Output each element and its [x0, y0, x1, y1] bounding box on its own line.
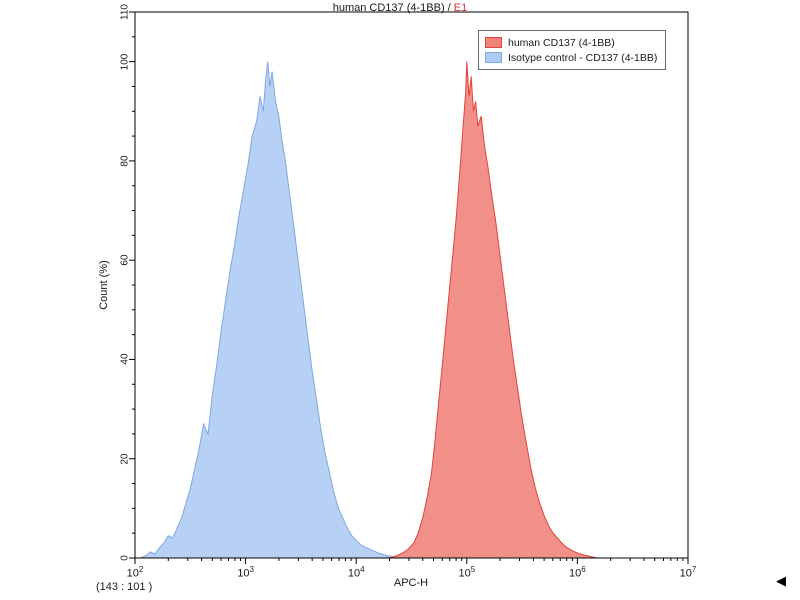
x-tick-label: 103: [237, 565, 254, 580]
x-tick-label: 104: [347, 565, 365, 580]
x-tick-label: 107: [679, 565, 697, 580]
y-tick-label: 0: [119, 555, 131, 561]
legend-swatch-red: [485, 37, 502, 48]
x-tick-label: 105: [458, 565, 476, 580]
triangle-left-icon: ◀: [776, 573, 786, 588]
x-axis-label: APC-H: [393, 577, 429, 589]
y-tick-label: 110: [119, 4, 131, 20]
legend: human CD137 (4-1BB) Isotype control - CD…: [478, 30, 667, 70]
chart-title-text: human CD137 (4-1BB) /: [332, 2, 454, 14]
y-tick-label: 60: [119, 254, 131, 266]
chart-title: human CD137 (4-1BB) / E1: [0, 2, 800, 14]
legend-swatch-blue: [485, 52, 502, 63]
y-axis-label: Count (%): [98, 260, 110, 310]
x-tick-label: 106: [569, 565, 586, 580]
legend-label: Isotype control - CD137 (4-1BB): [508, 51, 658, 64]
y-tick-label: 40: [119, 353, 131, 366]
x-tick-label: 102: [126, 565, 144, 580]
gate-stat: (143 : 101 ): [96, 581, 153, 593]
chart-title-run-id: E1: [453, 2, 468, 14]
legend-item-cd137: human CD137 (4-1BB): [485, 35, 657, 50]
legend-item-isotype: Isotype control - CD137 (4-1BB): [485, 50, 657, 65]
legend-label: human CD137 (4-1BB): [508, 36, 615, 49]
y-tick-label: 100: [119, 53, 131, 70]
y-tick-label: 20: [119, 453, 131, 465]
histogram-curve: [389, 61, 598, 559]
y-tick-label: 80: [119, 155, 131, 167]
histogram-curve: [140, 61, 399, 559]
